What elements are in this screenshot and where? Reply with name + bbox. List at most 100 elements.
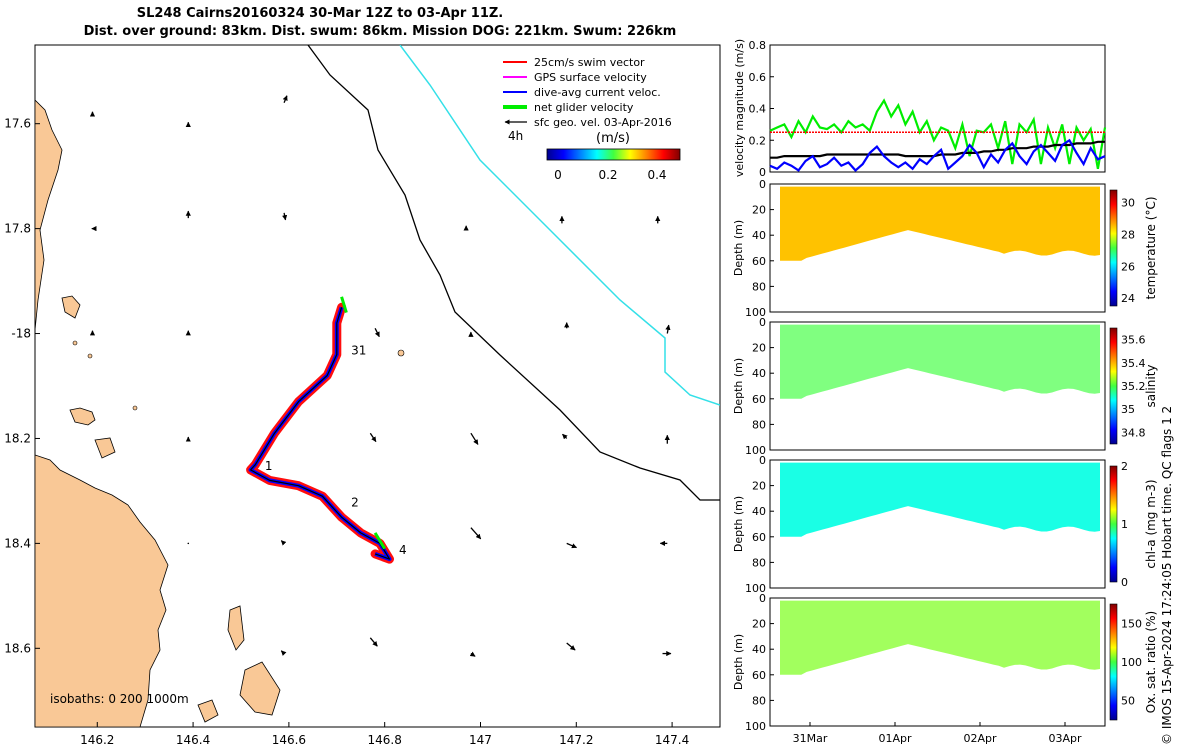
velocity-series-line <box>769 138 1106 172</box>
section-field <box>780 324 1100 399</box>
section-ytick-label: 60 <box>752 255 766 268</box>
section-colorbar-label: temperature (°C) <box>1144 197 1158 300</box>
geo-vector <box>665 324 671 334</box>
geo-vector <box>280 540 287 546</box>
section-colorbar-label: salinity <box>1144 364 1158 407</box>
section-xtick-label: 02Apr <box>963 732 997 745</box>
section-xtick-label: 03Apr <box>1048 732 1082 745</box>
velocity-ytick-label: 0.4 <box>749 103 767 116</box>
section-ytick-label: 100 <box>745 444 766 457</box>
section-colorbar-tick: 24 <box>1121 292 1135 305</box>
section-panel-2: 0 20 40 60 80 100 Depth (m) 0 1 2 chl-a (mg m-3) <box>732 454 1158 595</box>
section-ytick-label: 60 <box>752 393 766 406</box>
section-colorbar-tick: 2 <box>1121 460 1128 473</box>
section-ytick-label: 80 <box>752 694 766 707</box>
section-colorbar <box>1109 603 1118 721</box>
velocity-frame <box>769 44 1106 173</box>
section-ylabel: Depth (m) <box>732 496 745 552</box>
legend-geo-label: sfc geo. vel. 03-Apr-2016 <box>534 116 672 129</box>
section-ylabel: Depth (m) <box>732 358 745 414</box>
colorbar-tick-0: 0 <box>554 168 562 182</box>
section-ytick-label: 40 <box>752 229 766 242</box>
map-ytick-label: 18.6 <box>4 641 31 655</box>
net-velocity-segment <box>373 532 386 550</box>
velocity-series-line <box>769 98 1107 169</box>
track-day-label: 2 <box>351 496 359 510</box>
section-field <box>780 462 1100 537</box>
track-day-label: 31 <box>351 344 366 358</box>
track-day-labels: 31 1 2 4 <box>265 344 407 557</box>
section-field <box>780 600 1100 675</box>
velocity-series-line <box>770 140 1105 159</box>
section-colorbar-tick: 1 <box>1121 518 1128 531</box>
velocity-ytick-label: 0.2 <box>749 134 767 147</box>
section-ytick-label: 0 <box>759 454 766 467</box>
map-ytick-label: -18 <box>11 327 31 341</box>
geo-vector <box>470 432 479 445</box>
section-ytick-label: 0 <box>759 592 766 605</box>
section-field <box>780 186 1100 261</box>
isobath-1000m <box>399 45 720 406</box>
section-colorbar-tick: 35.4 <box>1121 357 1146 370</box>
map-legend: 25cm/s swim vector GPS surface velocity … <box>503 56 681 182</box>
speed-colorbar <box>546 148 681 161</box>
section-ytick-label: 60 <box>752 669 766 682</box>
legend-net-label: net glider velocity <box>534 101 634 114</box>
map-ytick-label: 18.2 <box>4 431 31 445</box>
section-ylabel: Depth (m) <box>732 220 745 276</box>
section-colorbar-tick: 30 <box>1121 197 1135 210</box>
colorbar-title: (m/s) <box>596 131 630 146</box>
section-colorbar-tick: 26 <box>1121 260 1135 273</box>
geo-velocity-vectors <box>89 95 672 657</box>
section-colorbar-tick: 150 <box>1121 617 1142 630</box>
velocity-ytick-label: 0 <box>759 166 766 179</box>
velocity-series <box>769 98 1107 172</box>
geo-vector <box>369 637 378 647</box>
colorbar-tick-2: 0.4 <box>647 168 666 182</box>
section-colorbar-tick: 28 <box>1121 228 1135 241</box>
section-colorbar-label: chl-a (mg m-3) <box>1144 479 1158 568</box>
geo-vector <box>282 212 288 221</box>
map-xtick-label: 147.4 <box>655 733 689 747</box>
velocity-ytick-label: 0.6 <box>749 71 767 84</box>
geo-vector <box>374 328 380 338</box>
velocity-panel: 0 0.2 0.4 0.6 0.8 velocity magnitude (m/s) <box>733 39 1107 179</box>
section-ytick-label: 40 <box>752 505 766 518</box>
map-title-line2: Dist. over ground: 83km. Dist. swum: 86k… <box>83 24 677 39</box>
section-ytick-label: 80 <box>752 280 766 293</box>
map-xtick-label: 147 <box>469 733 492 747</box>
section-colorbar-tick: 0 <box>1121 576 1128 589</box>
section-colorbar-tick: 35.6 <box>1121 334 1146 347</box>
map-xtick-label: 146.8 <box>368 733 402 747</box>
section-ytick-label: 0 <box>759 178 766 191</box>
section-ylabel: Depth (m) <box>732 634 745 690</box>
section-ytick-label: 40 <box>752 643 766 656</box>
section-ytick-label: 80 <box>752 418 766 431</box>
section-colorbar-tick: 50 <box>1121 695 1135 708</box>
section-panel-1: 0 20 40 60 80 100 Depth (m) 34.8 35 35.2 35.4 35.6 s… <box>732 316 1158 457</box>
section-colorbar-tick: 100 <box>1121 656 1142 669</box>
map-ytick-label: 17.6 <box>4 117 31 131</box>
geo-vector <box>282 95 288 103</box>
track-day-label: 1 <box>265 459 273 473</box>
colorbar-tick-1: 0.2 <box>598 168 617 182</box>
section-ytick-label: 100 <box>745 720 766 733</box>
section-colorbar <box>1109 327 1118 445</box>
velocity-ylabel: velocity magnitude (m/s) <box>733 39 746 177</box>
map-xtick-label: 146.2 <box>80 733 114 747</box>
legend-gps-label: GPS surface velocity <box>534 71 647 84</box>
section-panel-0: 0 20 40 60 80 100 Depth (m) 24 26 28 30 temperature… <box>732 178 1158 319</box>
section-xtick-label: 31Mar <box>793 732 828 745</box>
legend-dac-label: dive-avg current veloc. <box>534 86 661 99</box>
section-xtick-label: 01Apr <box>878 732 912 745</box>
track-day-label: 4 <box>399 543 407 557</box>
section-ytick-label: 20 <box>752 204 766 217</box>
section-panel-3: 0 20 40 60 80 100 Depth (m) 50 100 150 Ox. sat. ra… <box>732 592 1158 733</box>
section-colorbar-tick: 35 <box>1121 403 1135 416</box>
geo-vector <box>369 432 377 443</box>
map-y-axis: 17.6 17.8 -18 18.2 18.4 18.6 <box>4 117 40 655</box>
geo-vector <box>562 433 568 440</box>
map-title-line1: SL248 Cairns20160324 30-Mar 12Z to 03-Ap… <box>136 6 504 21</box>
